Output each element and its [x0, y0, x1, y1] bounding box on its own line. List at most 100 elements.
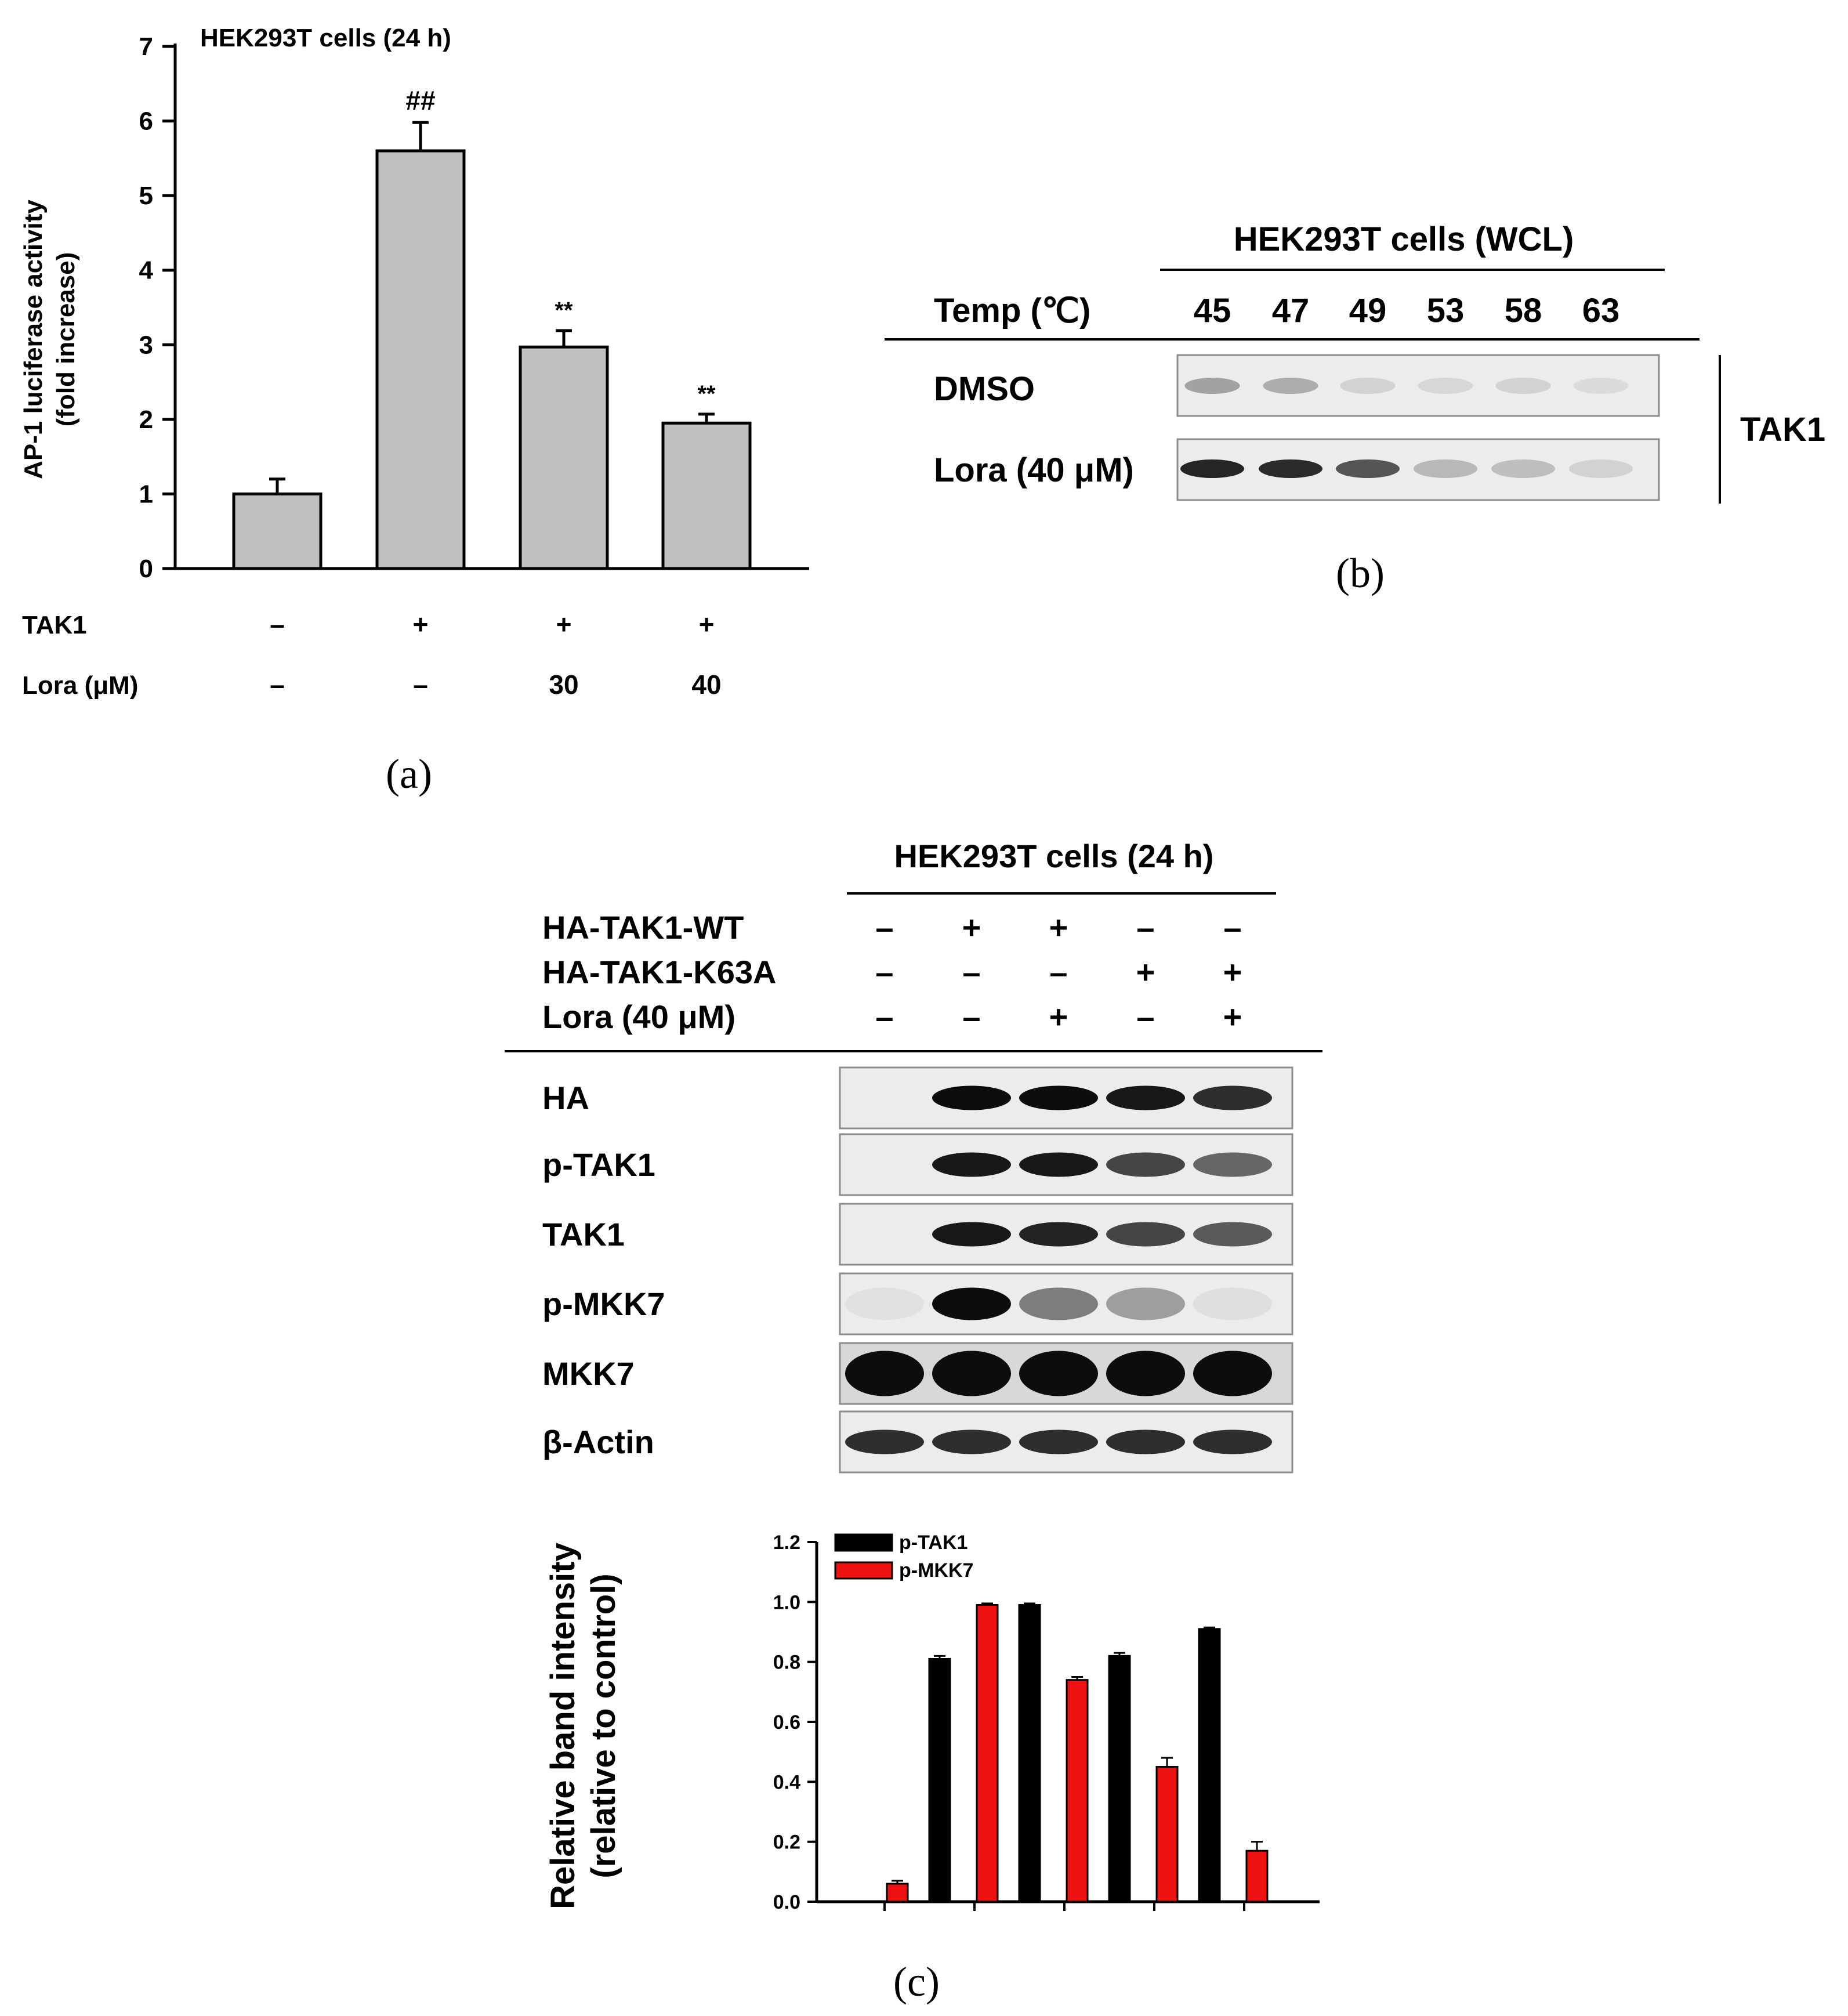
panel-c-ytick-label: 0.6	[773, 1711, 800, 1733]
panel-c-bar-ptak1	[1198, 1628, 1221, 1903]
panel-c-ytick-label: 1.2	[773, 1532, 800, 1554]
panel-c-blot-band	[1193, 1429, 1272, 1454]
panel-c-bar-pmkk7	[1155, 1766, 1179, 1903]
panel-c-blot-band	[845, 1351, 924, 1396]
panel-c-condition-value: –	[1136, 909, 1154, 946]
panel-c-bar-pmkk7	[1245, 1849, 1269, 1903]
panel-b-temp: 63	[1582, 292, 1620, 330]
panel-c-blot-band	[932, 1085, 1011, 1110]
panel-c-blot-label: HA	[542, 1080, 589, 1116]
panel-c-blot-label: MKK7	[542, 1355, 635, 1392]
panel-a-ytick-label: 5	[139, 182, 153, 210]
panel-b-bands	[1180, 378, 1633, 478]
panel-c-blot-band	[1019, 1287, 1098, 1320]
panel-c-condition-value: –	[962, 954, 980, 990]
panel-a-ytick-label: 3	[139, 331, 153, 359]
panel-c-condition-value: +	[962, 909, 981, 946]
panel-c-blot-band	[1019, 1085, 1098, 1110]
panel-a-lora-value: –	[413, 669, 428, 700]
panel-b-temp: 53	[1427, 292, 1465, 330]
panel-c-blot-label: TAK1	[542, 1216, 625, 1253]
panel-c-blot-band	[1106, 1287, 1185, 1320]
panel-b-blot-dmso	[1176, 354, 1660, 417]
panel-a-condition-rows: – + + + – – 30 40	[270, 609, 721, 700]
panel-b-band-dmso	[1184, 378, 1240, 394]
panel-b-band-dmso	[1573, 378, 1629, 394]
panel-c-condition-value: –	[1136, 998, 1154, 1035]
panel-a-ytick-label: 7	[139, 32, 153, 61]
panel-c-blot-band	[1019, 1429, 1098, 1454]
panel-b-band-lora	[1180, 459, 1244, 478]
panel-c-condition-value: –	[875, 909, 893, 946]
panel-a: HEK293T cells (24 h) AP-1 luciferase act…	[19, 24, 809, 797]
panel-c-blot-band	[1106, 1351, 1185, 1396]
panel-c-bar-pmkk7	[886, 1883, 909, 1903]
panel-a-label: (a)	[386, 751, 432, 797]
panel-c-blot-band	[1019, 1152, 1098, 1177]
panel-a-lora-value: 40	[691, 669, 721, 700]
panel-b-band-dmso	[1263, 378, 1318, 394]
panel-c-title: HEK293T cells (24 h)	[894, 838, 1214, 874]
panel-c-blot-band	[932, 1287, 1011, 1320]
panel-c-condition-table: HA-TAK1-WT – + + – – HA-TAK1-K63A – – – + + Lora (40…	[542, 909, 1242, 1035]
panel-a-lora-value: 30	[549, 669, 578, 700]
panel-c-legend-label: p-MKK7	[899, 1559, 973, 1581]
panel-a-tak1-value: +	[699, 609, 715, 639]
panel-c-ylabel-line1: Relative band intensity	[544, 1543, 582, 1909]
panel-c-ytick-label: 0.4	[773, 1771, 800, 1793]
panel-c-condition-label: HA-TAK1-K63A	[542, 954, 776, 990]
panel-c-legend-swatch	[834, 1561, 893, 1580]
panel-b-band-lora	[1414, 459, 1477, 478]
panel-b-band-dmso	[1418, 378, 1473, 394]
panel-c-condition-value: –	[1223, 909, 1241, 946]
panel-a-significance-mark: **	[697, 381, 716, 407]
panel-a-lora-value: –	[270, 669, 285, 700]
panel-a-row-tak1-label: TAK1	[22, 611, 87, 639]
panel-c-blot-band	[845, 1153, 924, 1177]
panel-a-ytick-label: 0	[139, 555, 153, 583]
panel-a-bars: ## ** **	[232, 85, 752, 570]
panel-c-bar-ptak1	[928, 1658, 951, 1903]
panel-c-ytick-label: 0.2	[773, 1832, 800, 1854]
panel-c-blot-band	[932, 1429, 1011, 1454]
panel-c-blot-label: p-TAK1	[542, 1146, 655, 1183]
panel-a-ytick-label: 4	[139, 256, 154, 285]
panel-c-blot-band	[845, 1287, 924, 1320]
panel-b-label: (b)	[1336, 550, 1385, 596]
panel-a-bar	[661, 421, 752, 570]
panel-b: HEK293T cells (WCL) Temp (℃) 45 47 49 53 58 6…	[885, 220, 1825, 596]
panel-c-bar-ptak1	[1108, 1655, 1131, 1903]
panel-b-protein-label: TAK1	[1740, 411, 1825, 448]
panel-c-legend-label: p-TAK1	[899, 1532, 968, 1554]
panel-b-band-lora	[1259, 459, 1322, 478]
panel-b-band-lora	[1569, 459, 1633, 478]
panel-c-ytick-label: 1.0	[773, 1591, 800, 1613]
panel-a-tak1-value: +	[556, 609, 572, 639]
panel-c-condition-label: HA-TAK1-WT	[542, 909, 744, 946]
panel-c-blot-band	[1106, 1429, 1185, 1454]
panel-c-blot-band	[1193, 1152, 1272, 1177]
panel-a-ytick-label: 6	[139, 107, 153, 136]
panel-b-temp: 45	[1194, 292, 1231, 330]
panel-a-tak1-value: +	[413, 609, 429, 639]
panel-c-condition-value: –	[962, 998, 980, 1035]
panel-b-temp: 58	[1505, 292, 1542, 330]
panel-b-blot-lora	[1176, 438, 1660, 501]
panel-b-temp-label: Temp (℃)	[934, 292, 1090, 330]
panel-b-row-lora: Lora (40 μM)	[934, 451, 1134, 489]
panel-a-ytick-label: 2	[139, 406, 153, 434]
panel-a-significance-mark: **	[555, 298, 573, 323]
panel-c-legend-swatch	[834, 1533, 893, 1552]
panel-c-blot-band	[845, 1429, 924, 1454]
panel-c-condition-value: +	[1136, 954, 1155, 990]
panel-a-significance-mark: ##	[405, 85, 435, 115]
panel-c-condition-value: +	[1223, 954, 1242, 990]
panel-c-condition-value: +	[1223, 998, 1242, 1035]
panel-c-blot-band	[932, 1351, 1011, 1396]
panel-c-western-blots: HA p-TAK1 TAK1 p-MKK7 MKK7 β-Actin	[542, 1066, 1293, 1474]
panel-b-band-dmso	[1495, 378, 1551, 394]
panel-b-temp: 49	[1349, 292, 1387, 330]
panel-c-bar-pmkk7	[1066, 1679, 1089, 1903]
panel-c-blot-band	[845, 1086, 924, 1110]
